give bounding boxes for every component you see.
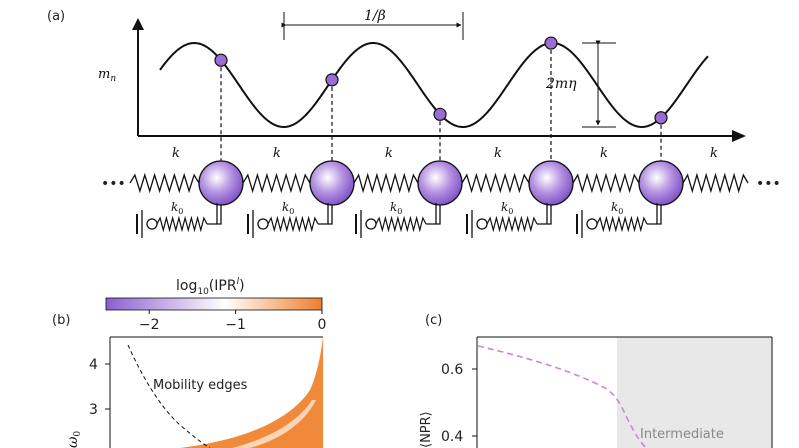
ground-pivot bbox=[257, 218, 269, 230]
mass-ball bbox=[198, 160, 244, 206]
c-ytick-label-06: 0.6 bbox=[441, 362, 463, 378]
mass-ball bbox=[528, 160, 574, 206]
mass-sample-dot bbox=[325, 73, 339, 87]
coupling-spring bbox=[353, 172, 419, 194]
mobility-edge-curve bbox=[127, 344, 211, 448]
coupling-spring-label: k bbox=[273, 146, 281, 161]
ground-spring bbox=[375, 215, 427, 233]
ground-spring-link bbox=[426, 203, 441, 225]
ground-spring bbox=[486, 215, 538, 233]
coupling-spring bbox=[572, 172, 640, 194]
ground-pivot bbox=[365, 218, 377, 230]
chain-ellipsis-left: ••• bbox=[101, 176, 126, 192]
mass-sample-dot bbox=[433, 107, 447, 121]
a-y-axis-arrowhead bbox=[132, 18, 144, 30]
mass-sample-dot bbox=[214, 53, 228, 67]
ground-spring-link bbox=[207, 203, 222, 225]
mass-sample-dot bbox=[544, 36, 558, 50]
coupling-spring-label: k bbox=[710, 146, 718, 161]
coupling-spring bbox=[682, 172, 749, 194]
amplitude-label: 2mη bbox=[545, 76, 577, 92]
ground-spring-label: k0 bbox=[171, 200, 183, 216]
mobility-edges-label: Mobility edges bbox=[153, 378, 248, 393]
mass-sample-dot bbox=[654, 111, 668, 125]
colorbar bbox=[105, 297, 323, 311]
a-x-axis-arrowhead bbox=[732, 130, 746, 142]
panel-c-label: (c) bbox=[425, 313, 442, 328]
b-y-label: ω0 bbox=[65, 431, 83, 448]
ground-spring-link bbox=[647, 203, 662, 225]
a-y-label: mn bbox=[98, 67, 116, 84]
mass-ball bbox=[309, 160, 355, 206]
ground-spring bbox=[156, 215, 208, 233]
panel-b-label: (b) bbox=[52, 313, 70, 328]
ground-spring-label: k0 bbox=[611, 200, 623, 216]
ground-spring-label: k0 bbox=[390, 200, 402, 216]
ground-spring-link bbox=[318, 203, 333, 225]
intermediate-label: Intermediate bbox=[640, 427, 724, 442]
panel-a-label: (a) bbox=[47, 9, 65, 24]
npr-curve bbox=[477, 345, 647, 448]
c-y-label: ⟨NPR⟩ bbox=[419, 411, 434, 448]
ground-spring bbox=[596, 215, 648, 233]
panel-b-plot bbox=[127, 337, 323, 448]
coupling-spring bbox=[242, 172, 311, 194]
coupling-spring-label: k bbox=[385, 146, 393, 161]
colorbar-tick-label: −2 bbox=[139, 317, 160, 333]
ground-spring-label: k0 bbox=[501, 200, 513, 216]
mass-ball bbox=[417, 160, 463, 206]
coupling-spring-label: k bbox=[172, 146, 180, 161]
ground-spring-label: k0 bbox=[282, 200, 294, 216]
ground-spring bbox=[267, 215, 319, 233]
c-ytick-label-04: 0.4 bbox=[441, 429, 463, 445]
coupling-spring-label: k bbox=[600, 146, 608, 161]
extended-states-highlight bbox=[232, 400, 316, 448]
chain-ellipsis-right: ••• bbox=[756, 176, 781, 192]
ground-pivot bbox=[146, 218, 158, 230]
colorbar-tick-label: 0 bbox=[318, 317, 327, 333]
mass-ball bbox=[638, 160, 684, 206]
colorbar-title: log10(IPRl) bbox=[176, 277, 245, 297]
colorbar-tick-label: −1 bbox=[225, 317, 246, 333]
ground-pivot bbox=[586, 218, 598, 230]
b-ytick-label-3: 3 bbox=[89, 402, 98, 418]
intermediate-region bbox=[617, 337, 772, 448]
mass-profile-curve bbox=[159, 41, 709, 129]
colorbar-ticks: −2 −1 0 bbox=[139, 310, 327, 333]
ground-pivot bbox=[476, 218, 488, 230]
period-label: 1/β bbox=[364, 8, 386, 24]
b-ytick-label-4: 4 bbox=[89, 357, 98, 373]
coupling-spring bbox=[129, 172, 200, 194]
coupling-spring-label: k bbox=[494, 146, 502, 161]
ground-spring-link bbox=[537, 203, 552, 225]
coupling-spring bbox=[461, 172, 530, 194]
extended-states-fill bbox=[180, 337, 323, 448]
mass-spring-chain: ••• ••• k k k k k k k0 k0 k0 k0 k0 bbox=[101, 36, 781, 238]
